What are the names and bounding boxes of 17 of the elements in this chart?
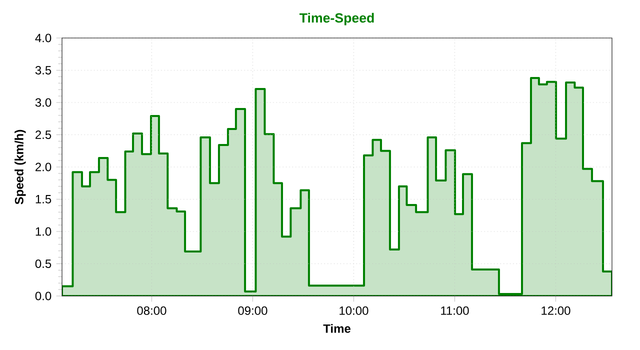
- y-axis-title: Speed (km/h): [14, 130, 26, 204]
- y-tick-label: 0.0: [35, 292, 52, 300]
- y-tick-label: 0.5: [35, 259, 52, 268]
- y-tick-label: 1.5: [36, 195, 52, 204]
- y-tick-label: 1.0: [36, 227, 52, 236]
- x-tick-label: 08:00: [137, 306, 166, 315]
- x-tick-label: 12:00: [542, 306, 570, 315]
- y-tick-label: 2.0: [36, 162, 52, 172]
- x-tick-label: 11:00: [441, 306, 469, 315]
- y-tick-label: 3.0: [35, 98, 52, 107]
- x-tick-label: 09:00: [238, 306, 268, 315]
- y-tick-label: 4.0: [35, 34, 52, 42]
- y-tick-label: 2.5: [36, 130, 52, 139]
- y-tick-label: 3.5: [35, 66, 52, 74]
- x-axis-title: Time: [323, 324, 350, 333]
- x-tick-label: 10:00: [340, 306, 368, 315]
- chart-title: Time-Speed: [299, 12, 374, 26]
